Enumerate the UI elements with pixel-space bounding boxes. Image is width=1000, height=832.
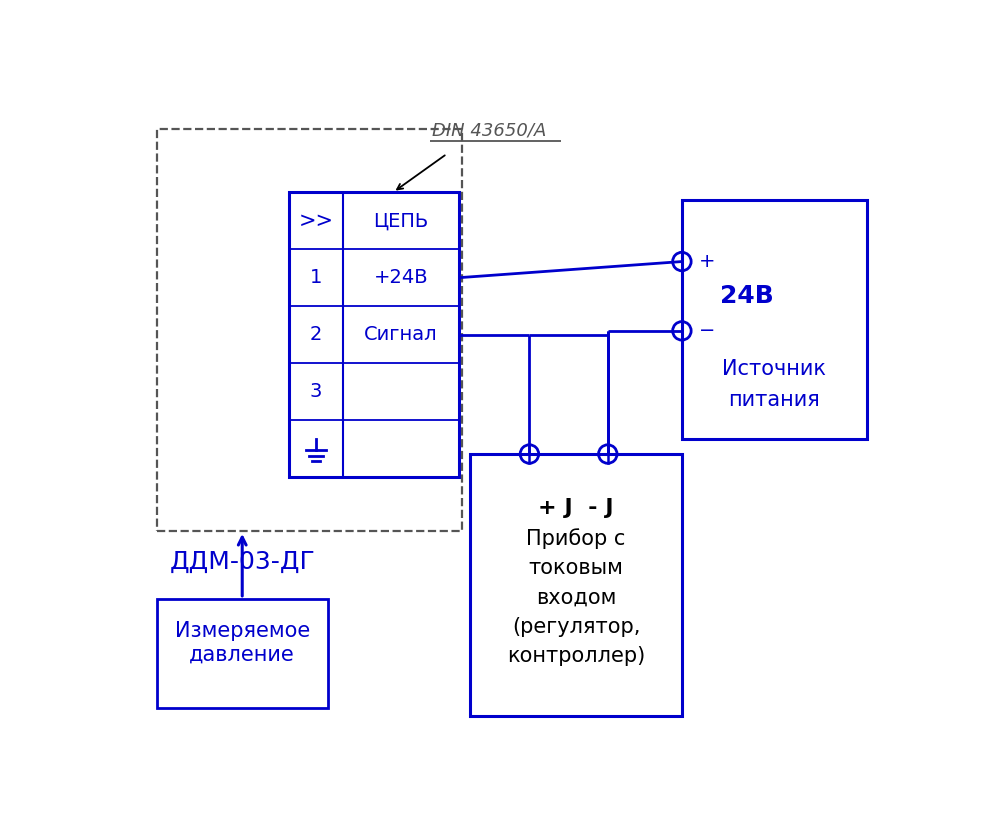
Text: токовым: токовым: [529, 558, 623, 578]
Text: ДДМ-03-ДГ: ДДМ-03-ДГ: [170, 550, 316, 574]
Text: ЦЕПЬ: ЦЕПЬ: [373, 211, 428, 230]
Bar: [470, 454, 682, 716]
Bar: [157, 599, 328, 708]
Text: контроллер): контроллер): [507, 646, 645, 666]
Text: + J  - J: + J - J: [538, 498, 614, 518]
Text: Измеряемое
давление: Измеряемое давление: [175, 622, 310, 664]
Text: +24В: +24В: [374, 268, 428, 287]
Bar: [289, 192, 459, 477]
Text: >>: >>: [299, 210, 334, 230]
Bar: [157, 129, 462, 531]
Text: 2: 2: [310, 325, 322, 344]
Bar: [682, 200, 867, 438]
Text: −: −: [699, 321, 715, 340]
Text: Сигнал: Сигнал: [364, 325, 438, 344]
Text: 3: 3: [310, 382, 322, 401]
Text: Источник: Источник: [722, 359, 826, 379]
Text: 1: 1: [310, 268, 322, 287]
Text: (регулятор,: (регулятор,: [512, 617, 640, 636]
Text: входом: входом: [536, 587, 616, 607]
Text: Прибор с: Прибор с: [526, 528, 626, 549]
Text: питания: питания: [728, 390, 820, 410]
Text: +: +: [699, 252, 715, 271]
Text: 24В: 24В: [720, 285, 774, 308]
Text: DIN 43650/A: DIN 43650/A: [432, 121, 546, 140]
